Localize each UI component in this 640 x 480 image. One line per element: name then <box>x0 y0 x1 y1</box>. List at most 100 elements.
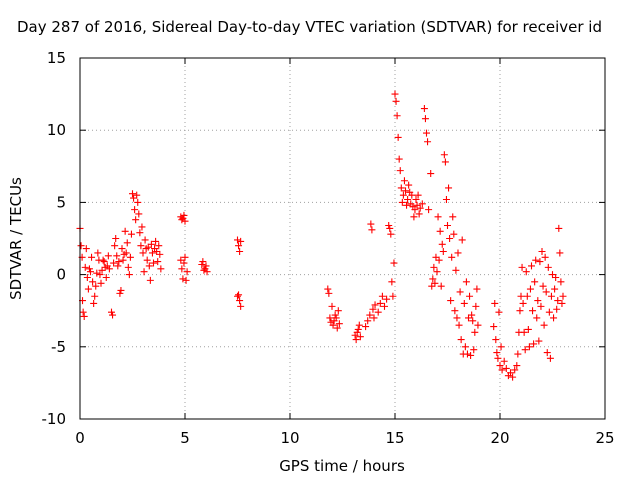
data-point <box>541 253 549 261</box>
data-point <box>558 299 566 307</box>
data-point <box>525 343 533 351</box>
data-point <box>98 266 106 274</box>
data-point <box>371 301 379 309</box>
data-point <box>456 288 464 296</box>
y-tick-label: 0 <box>56 266 66 284</box>
data-point <box>466 292 474 300</box>
data-point <box>381 302 388 310</box>
data-point <box>84 285 92 293</box>
data-point <box>364 317 372 325</box>
data-point <box>180 259 188 267</box>
data-point <box>124 263 132 271</box>
data-point <box>104 252 112 260</box>
data-point <box>494 354 502 362</box>
data-point <box>445 184 453 192</box>
data-point <box>123 239 131 247</box>
data-point <box>353 328 361 336</box>
data-point <box>518 263 526 271</box>
data-point <box>235 291 243 299</box>
data-point <box>135 210 143 218</box>
data-point <box>535 337 543 345</box>
data-point <box>436 227 444 235</box>
data-point <box>181 253 189 261</box>
data-point <box>507 369 514 377</box>
data-point <box>468 311 476 319</box>
data-point <box>517 292 525 300</box>
data-point <box>523 292 531 300</box>
data-point <box>374 308 382 316</box>
data-point <box>383 295 391 303</box>
data-point <box>470 346 478 354</box>
data-point <box>140 268 148 276</box>
data-point <box>529 307 537 315</box>
data-point <box>552 273 560 281</box>
data-point <box>425 206 433 214</box>
data-point <box>403 201 411 209</box>
data-point <box>155 242 163 250</box>
data-point <box>385 222 393 230</box>
data-point <box>366 311 374 319</box>
data-point <box>332 314 340 322</box>
data-point <box>125 271 133 279</box>
data-point <box>521 346 529 354</box>
data-point <box>496 362 504 370</box>
data-point <box>329 321 337 329</box>
data-point <box>492 336 500 344</box>
data-point <box>152 237 160 245</box>
data-point <box>398 198 406 206</box>
data-point <box>412 196 420 204</box>
data-point <box>89 278 97 286</box>
data-point <box>79 308 87 316</box>
data-point <box>83 273 91 281</box>
data-point <box>236 247 244 255</box>
data-point <box>441 158 449 166</box>
data-point <box>528 262 535 270</box>
data-point <box>129 190 136 198</box>
data-point <box>410 213 418 221</box>
data-point <box>114 262 122 270</box>
y-tick-label: 15 <box>47 49 66 67</box>
data-point <box>447 297 455 305</box>
data-point <box>530 340 538 348</box>
data-point <box>147 240 155 248</box>
data-point <box>539 282 547 290</box>
data-point <box>81 263 89 271</box>
data-point <box>522 268 530 276</box>
data-point <box>451 307 459 315</box>
data-point <box>131 206 139 214</box>
data-point <box>542 288 550 296</box>
data-point <box>516 307 524 315</box>
plot-frame <box>79 57 606 420</box>
data-point <box>393 112 401 120</box>
data-point <box>415 210 423 218</box>
data-point <box>531 278 539 286</box>
data-point <box>183 268 191 276</box>
data-point <box>450 230 458 238</box>
data-point <box>87 268 94 276</box>
data-point <box>331 311 339 319</box>
data-point <box>424 138 432 146</box>
data-point <box>179 275 187 283</box>
x-tick-labels: 0 5 10 15 20 25 <box>75 429 614 447</box>
data-point <box>111 242 119 250</box>
data-point <box>387 230 395 238</box>
data-point <box>370 314 378 322</box>
y-tick-label: -10 <box>42 410 67 428</box>
data-point <box>402 187 409 195</box>
data-point <box>362 323 370 331</box>
data-point <box>550 314 558 322</box>
x-axis-label: GPS time / hours <box>279 457 405 475</box>
data-point <box>497 343 505 351</box>
data-point <box>109 311 117 319</box>
data-point <box>399 191 407 199</box>
data-point <box>389 292 397 300</box>
data-point <box>537 302 545 310</box>
data-point <box>414 191 422 199</box>
data-point <box>429 275 437 283</box>
data-point <box>547 292 555 300</box>
data-point <box>395 155 403 163</box>
data-point <box>334 307 342 315</box>
data-point <box>551 285 559 293</box>
data-point <box>237 237 245 245</box>
data-point <box>472 302 480 310</box>
